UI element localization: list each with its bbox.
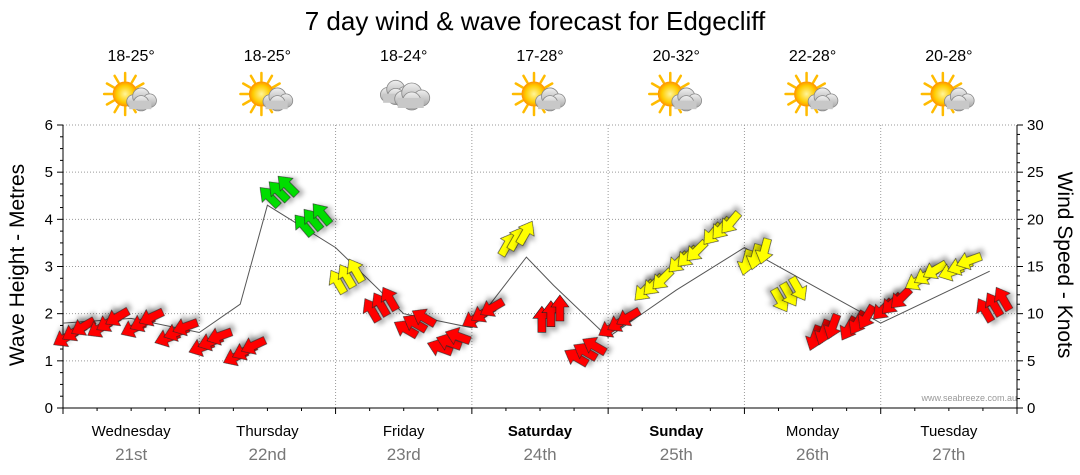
day-date-label: 26th [796,445,829,464]
temperature-range-label: 18-25° [107,48,154,65]
wind-arrow [582,337,608,357]
wind-arrow [891,286,914,309]
wind-arrow [172,318,200,337]
wind-arrow [241,336,268,355]
sun-cloud-icon [784,71,839,117]
wind-arrow [346,258,366,284]
right-tick-label: 30 [1027,117,1044,134]
left-tick-label: 2 [45,306,53,323]
wind-arrow [105,307,131,327]
sun-cloud-icon [920,71,975,117]
day-name-label: Saturday [508,423,573,440]
sun-rays [511,71,557,117]
wind-arrow [994,286,1014,313]
wind-arrow [721,210,743,234]
day-date-label: 27th [932,445,965,464]
cloud-shape [262,87,294,112]
day-date-label: 23rd [387,445,421,464]
wind-arrow [71,316,97,336]
day-name-label: Thursday [236,423,299,440]
cloud-shape [944,87,975,112]
left-tick-label: 4 [45,211,53,228]
day-name-label: Tuesday [920,423,977,440]
wave-height-series [62,204,990,338]
wind-arrow [206,327,234,346]
sun-rays [784,71,829,117]
cloud-shape [807,87,839,112]
left-tick-label: 3 [45,259,53,276]
wind-arrow [411,308,438,328]
day-name-label: Wednesday [92,423,171,440]
right-tick-label: 20 [1027,211,1044,228]
weather-icons [102,71,975,117]
day-date-label: 24th [523,445,556,464]
temperature-range-label: 18-24° [380,48,427,65]
sun-cloud-icon [511,71,566,117]
right-axis-title: Wind Speed - Knots [1053,172,1076,359]
wind-arrow [956,252,983,271]
day-name-label: Friday [383,423,425,440]
wind-arrow [138,307,165,327]
right-tick-label: 10 [1027,306,1044,323]
cloud-icon [380,79,431,111]
day-name-label: Monday [786,423,840,440]
credit-text: www.seabreeze.com.au [920,393,1017,403]
wind-arrow [480,297,506,317]
right-tick-label: 15 [1027,259,1044,276]
cloud-shape [394,82,431,111]
right-tick-label: 5 [1027,353,1035,370]
sun-cloud-icon [648,71,702,117]
wind-arrow [923,259,949,279]
cloud-shape [126,87,157,112]
temperature-range-label: 17-28° [516,48,563,65]
cloud-shape [671,87,702,112]
temperature-range-label: 22-28° [789,48,836,65]
wind-arrow [823,312,842,340]
wind-arrow [550,294,570,322]
left-tick-label: 0 [45,400,53,417]
day-date-label: 25th [660,445,693,464]
right-tick-label: 25 [1027,164,1044,181]
day-date-label: 21st [115,445,147,464]
wind-arrow [380,286,400,313]
daily-temperatures: 18-25° 18-25° 18-24° 17-28° 20-32° 22-28° 20-2… [107,48,972,65]
wind-arrows-series [53,175,1014,368]
temperature-range-label: 20-32° [653,48,700,65]
left-tick-label: 6 [45,117,53,134]
wave-height-line [62,204,990,338]
right-tick-label: 0 [1027,400,1035,417]
left-axis-title: Wave Height - Metres [6,164,29,366]
wind-arrow [277,175,300,198]
axes: 0 1 2 3 4 5 6 0 5 10 15 20 25 30 [45,117,1044,417]
wind-arrow [312,203,334,227]
cloud-shape [535,87,566,112]
day-name-label: Sunday [649,423,704,440]
left-tick-label: 5 [45,164,53,181]
temperature-range-label: 20-28° [925,48,972,65]
sun-cloud-icon [102,71,157,117]
day-date-label: 22nd [249,445,287,464]
wind-arrow [788,275,808,301]
chart-title: 7 day wind & wave forecast for Edgecliff [305,6,766,36]
wind-arrow [754,237,774,265]
day-labels: Wednesday 21st Thursday 22nd Friday 23rd Satur… [92,423,978,464]
grid-lines [63,124,1017,408]
sun-cloud-icon [239,71,294,117]
wind-arrow [445,327,472,346]
temperature-range-label: 18-25° [244,48,291,65]
wind-arrow [616,307,642,327]
left-tick-label: 1 [45,353,53,370]
wind-arrow [857,303,877,330]
wind-arrow [515,220,535,247]
